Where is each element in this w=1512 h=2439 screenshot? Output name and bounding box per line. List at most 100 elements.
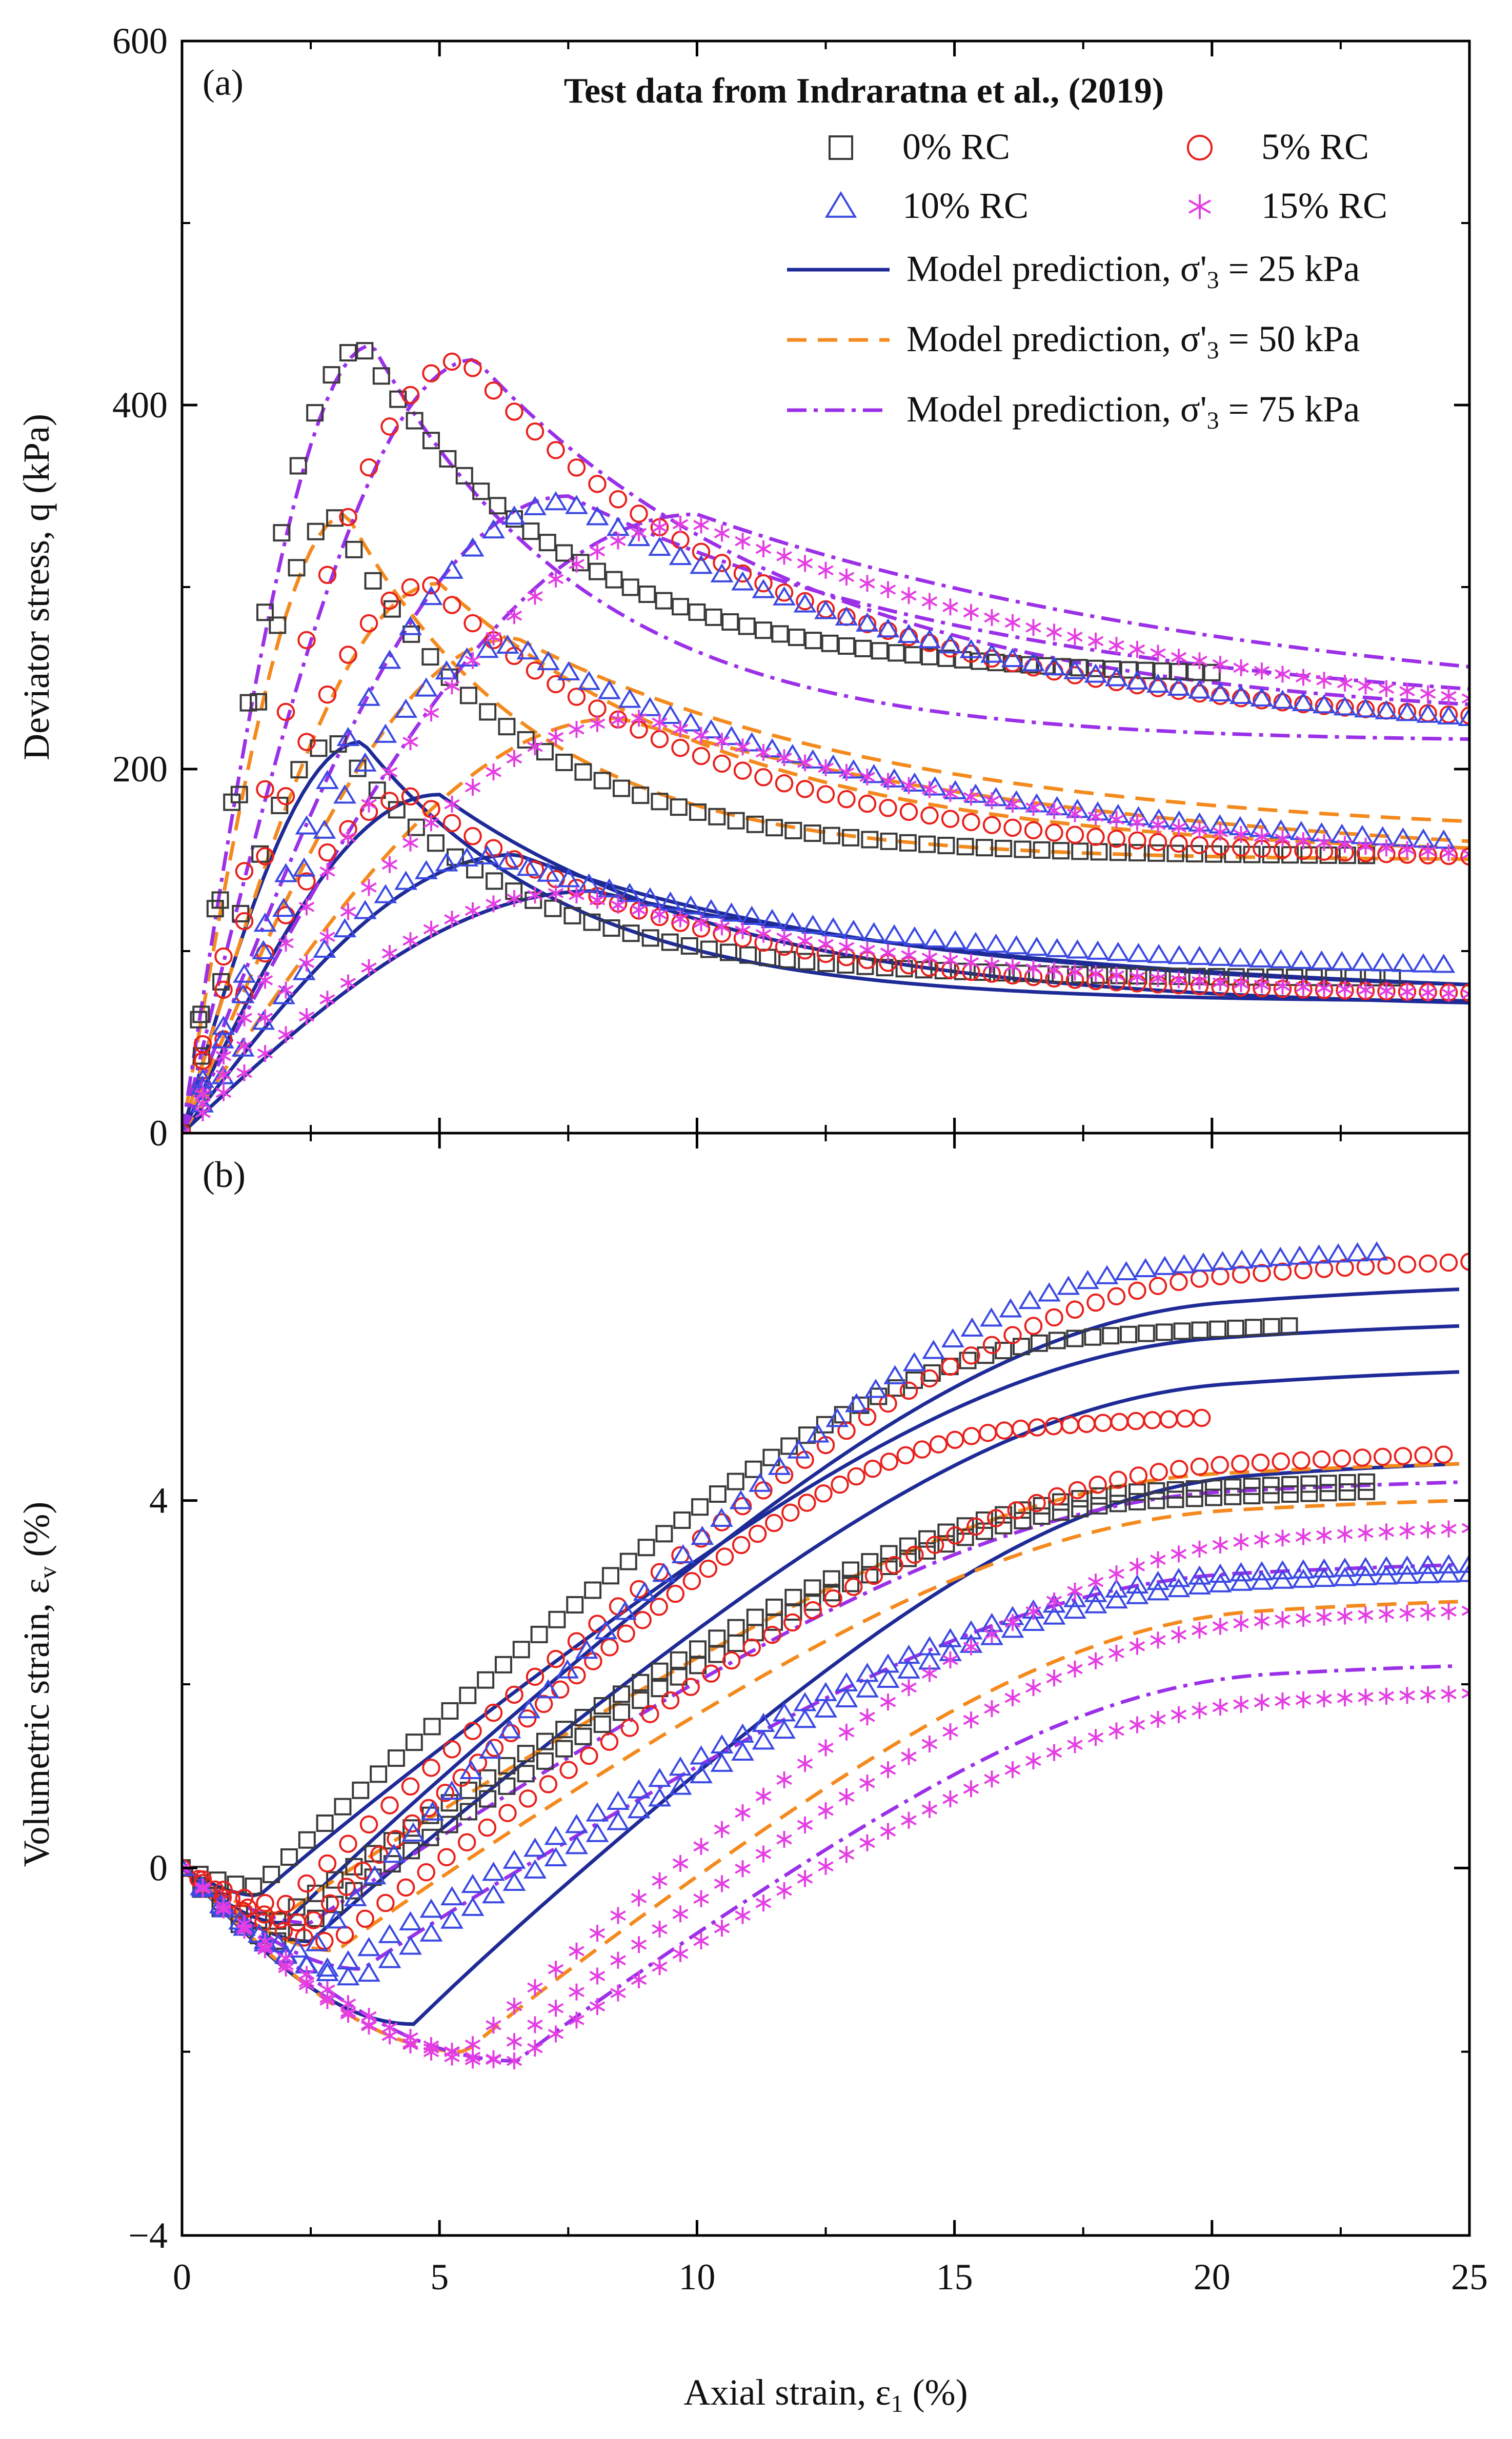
data-point	[459, 1760, 483, 1779]
data-point	[888, 644, 905, 662]
data-point	[357, 687, 380, 706]
data-point	[1319, 1484, 1337, 1502]
data-point	[402, 733, 418, 751]
data-point	[1208, 1563, 1232, 1583]
data-point	[921, 593, 938, 610]
data-point	[374, 884, 397, 903]
data-point	[1170, 1460, 1188, 1478]
data-point	[754, 768, 773, 787]
data-point	[498, 1804, 517, 1822]
data-point	[255, 1905, 274, 1924]
data-point	[536, 651, 560, 671]
data-point	[1254, 1612, 1270, 1630]
data-point	[680, 937, 698, 955]
data-point	[361, 879, 377, 896]
data-point	[689, 803, 707, 821]
data-point	[859, 768, 875, 785]
data-point	[1378, 1605, 1395, 1623]
data-point	[607, 1790, 630, 1810]
data-point	[1231, 1455, 1249, 1473]
data-point	[1176, 1409, 1195, 1428]
data-point	[689, 1657, 707, 1675]
data-point	[316, 1962, 339, 1981]
data-point	[880, 1545, 898, 1563]
data-point	[238, 1898, 257, 1917]
data-point	[1167, 1578, 1191, 1598]
data-point	[459, 687, 477, 704]
data-point	[693, 516, 709, 534]
data-point	[699, 899, 723, 918]
data-point	[735, 1860, 751, 1878]
data-point	[738, 617, 756, 635]
data-point	[655, 1525, 673, 1543]
data-point	[781, 1503, 800, 1522]
data-point	[463, 1722, 482, 1740]
data-point	[913, 1440, 932, 1459]
data-point	[768, 1456, 791, 1475]
data-point	[946, 1526, 964, 1545]
model-curve-50kpa-6	[182, 1600, 1460, 2054]
data-point	[876, 1668, 900, 1688]
data-point	[1316, 1690, 1332, 1707]
data-point	[405, 1733, 423, 1751]
data-point	[845, 1393, 868, 1413]
data-point	[1052, 842, 1070, 860]
data-point	[814, 600, 837, 619]
data-point	[421, 1828, 439, 1846]
data-point	[544, 1847, 568, 1867]
data-point	[652, 518, 668, 536]
data-point	[1250, 687, 1274, 707]
x-axis-label: Axial strain, ε1 (%)	[683, 2372, 967, 2417]
model-curve-25kpa-3	[182, 889, 1469, 1133]
data-point	[278, 1026, 294, 1043]
data-point	[486, 763, 501, 781]
data-point	[380, 792, 399, 810]
data-point	[986, 1509, 1005, 1527]
data-point	[1084, 1594, 1107, 1614]
data-point	[271, 796, 289, 814]
data-point	[486, 895, 501, 913]
data-point	[295, 815, 318, 835]
data-point	[666, 1584, 685, 1603]
data-point	[1273, 1262, 1292, 1281]
data-point	[672, 910, 689, 928]
data-point	[671, 1544, 695, 1564]
data-point	[1316, 1608, 1332, 1626]
data-point	[638, 586, 656, 603]
data-point	[389, 390, 407, 408]
data-point	[506, 1998, 522, 2015]
data-point	[364, 1845, 382, 1863]
data-point	[356, 1909, 374, 1928]
data-point	[256, 1893, 274, 1912]
data-point	[1150, 644, 1166, 662]
data-point	[422, 1759, 440, 1777]
data-point	[1147, 1482, 1165, 1500]
data-point	[1063, 1588, 1086, 1607]
data-point	[1128, 1493, 1146, 1510]
data-point	[215, 1084, 232, 1101]
data-point	[1337, 1689, 1353, 1707]
data-point	[1212, 1699, 1228, 1716]
data-point	[956, 1528, 974, 1546]
data-point	[755, 540, 772, 557]
data-point	[1004, 795, 1021, 813]
data-point	[740, 732, 763, 752]
data-point	[527, 2040, 543, 2057]
data-point	[1313, 1558, 1336, 1578]
data-point	[1188, 967, 1206, 985]
data-point	[754, 574, 773, 593]
data-point	[1068, 1481, 1087, 1500]
data-point	[463, 827, 482, 845]
data-point	[1295, 1609, 1312, 1627]
data-point	[776, 929, 792, 946]
data-point	[337, 1878, 356, 1896]
data-point	[1120, 661, 1138, 679]
data-point	[669, 1756, 692, 1776]
data-point	[1295, 832, 1312, 850]
data-point	[583, 913, 601, 931]
data-point	[235, 862, 254, 880]
data-point	[876, 959, 894, 977]
data-point	[289, 457, 307, 475]
data-point	[806, 1423, 830, 1443]
data-point	[978, 1424, 997, 1442]
